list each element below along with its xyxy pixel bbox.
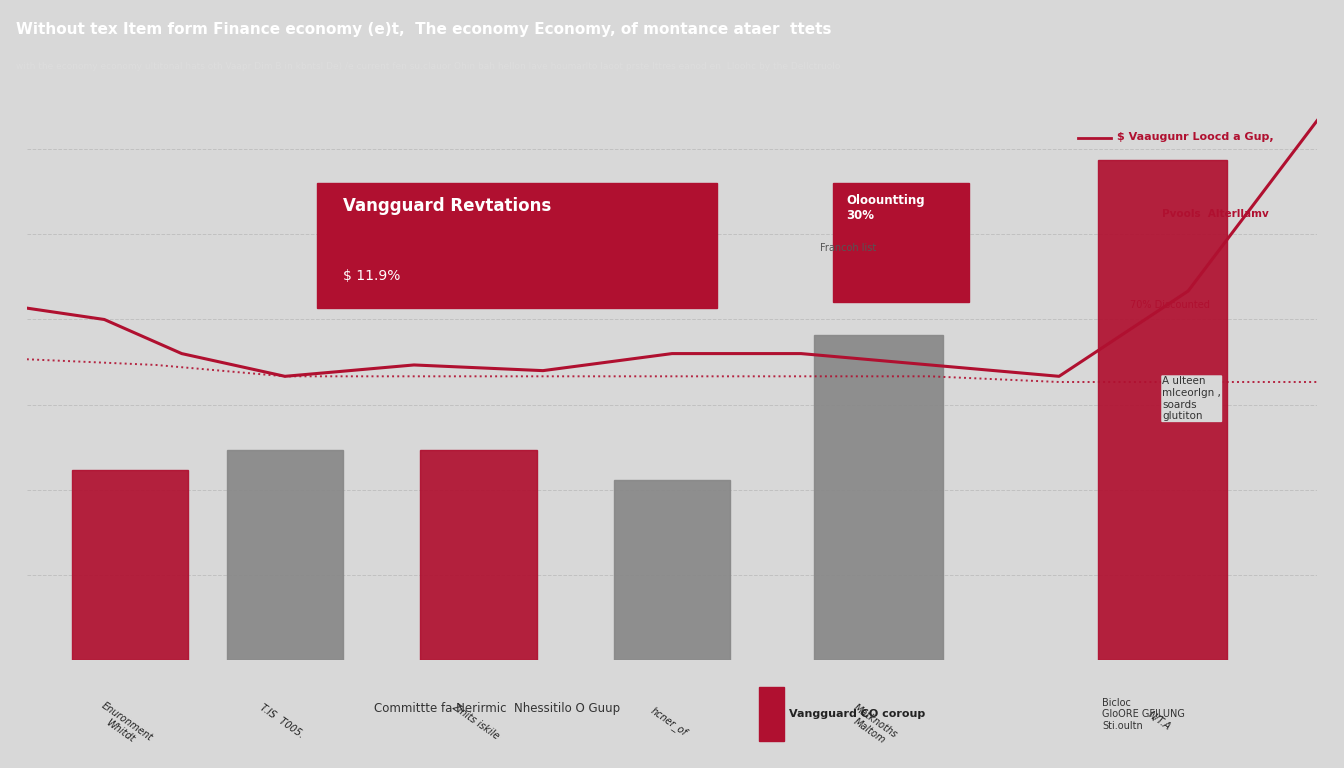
Text: $ Vaaugunr Loocd a Gup,: $ Vaaugunr Loocd a Gup, [1117, 132, 1274, 142]
Text: Oloountting
30%: Oloountting 30% [847, 194, 925, 223]
Text: Committte fa Nerirmic  Nhessitilo O Guup: Committte fa Nerirmic Nhessitilo O Guup [374, 703, 621, 715]
Text: Vangguard CO coroup: Vangguard CO coroup [789, 709, 925, 720]
Text: $ 11.9%: $ 11.9% [343, 269, 401, 283]
Text: Pvools  Alterllamv: Pvools Alterllamv [1163, 209, 1269, 219]
Text: Zinits iskile: Zinits iskile [450, 701, 501, 741]
Text: hcner_of: hcner_of [649, 705, 689, 738]
Bar [614, 481, 730, 660]
Bar [421, 450, 536, 660]
Bar [227, 450, 343, 660]
Text: N/T.A: N/T.A [1146, 710, 1172, 733]
Text: Francoh list: Francoh list [820, 243, 876, 253]
Bar [317, 183, 718, 308]
Bar [814, 336, 943, 660]
Bar [759, 687, 784, 741]
Text: Bicloc
GloORE GFILUNG
Sti.oultn: Bicloc GloORE GFILUNG Sti.oultn [1102, 697, 1185, 731]
Bar [1098, 161, 1227, 660]
Text: Without tex Item form Finance economy (e)t,  The economy Economy, of montance at: Without tex Item form Finance economy (e… [16, 22, 832, 37]
Text: with the economy economy ultitonal hats oth Vaapr Dim B in kbntsl De) /e current: with the economy economy ultitonal hats … [16, 62, 840, 71]
Text: Matknoths
Maltom: Matknoths Maltom [845, 703, 899, 750]
Text: A ulteen
mlceorlgn ,
soards
glutiton: A ulteen mlceorlgn , soards glutiton [1163, 376, 1222, 421]
Text: Enuronment
Whitdt: Enuronment Whitdt [93, 700, 155, 752]
Text: T.IS  T005.: T.IS T005. [258, 703, 306, 740]
Bar [833, 183, 969, 303]
Text: Vangguard Revtations: Vangguard Revtations [343, 197, 551, 215]
Text: 70% Discounted: 70% Discounted [1130, 300, 1210, 310]
Bar [73, 471, 188, 660]
